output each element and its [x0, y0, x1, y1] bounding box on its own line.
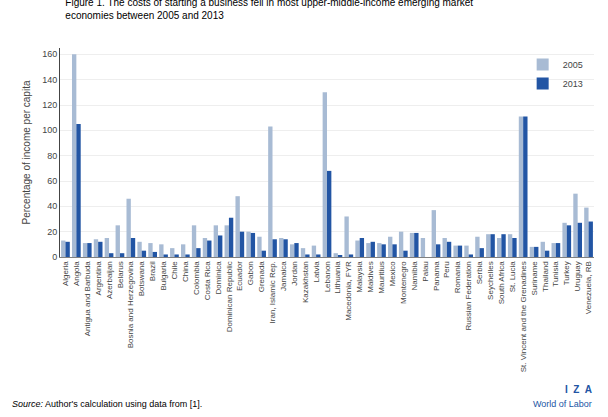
- svg-text:China: China: [181, 261, 190, 282]
- svg-text:Seychelles: Seychelles: [486, 261, 495, 300]
- svg-text:Venezuela, RB: Venezuela, RB: [584, 261, 593, 314]
- svg-text:South Africa: South Africa: [497, 261, 506, 305]
- svg-text:Turkey: Turkey: [562, 261, 571, 285]
- svg-text:Botswana: Botswana: [137, 261, 146, 297]
- svg-text:Gabon: Gabon: [246, 261, 255, 285]
- svg-text:St. Lucia: St. Lucia: [508, 261, 517, 293]
- svg-text:100: 100: [42, 125, 57, 135]
- svg-text:Palau: Palau: [421, 261, 430, 281]
- svg-text:Azerbaijan: Azerbaijan: [105, 261, 114, 299]
- svg-text:Peru: Peru: [442, 261, 451, 278]
- svg-text:Latvia: Latvia: [312, 261, 321, 283]
- svg-text:Macedonia, FYR: Macedonia, FYR: [344, 261, 353, 321]
- svg-text:Argentina: Argentina: [94, 261, 103, 296]
- svg-text:Mexico: Mexico: [388, 261, 397, 287]
- svg-text:Belarus: Belarus: [116, 261, 125, 288]
- svg-text:Source: Author's calculation u: Source: Author's calculation using data …: [12, 399, 202, 409]
- svg-text:20: 20: [47, 227, 57, 237]
- svg-text:Uruguay: Uruguay: [573, 261, 582, 291]
- svg-text:Panama: Panama: [432, 261, 441, 291]
- svg-text:Malaysia: Malaysia: [355, 261, 364, 293]
- svg-text:0: 0: [52, 252, 57, 262]
- svg-text:Thailand: Thailand: [541, 261, 550, 292]
- svg-text:Jordan: Jordan: [290, 261, 299, 285]
- svg-text:Algeria: Algeria: [61, 261, 70, 286]
- svg-text:Suriname: Suriname: [530, 261, 539, 296]
- svg-text:60: 60: [47, 176, 57, 186]
- svg-text:Bosnia and Herzegovina: Bosnia and Herzegovina: [126, 261, 135, 349]
- svg-text:Lebanon: Lebanon: [323, 261, 332, 292]
- svg-text:Lithuania: Lithuania: [334, 261, 343, 294]
- svg-text:Angola: Angola: [72, 261, 81, 286]
- svg-text:Figure 1. The costs of startin: Figure 1. The costs of starting a busine…: [65, 0, 473, 21]
- svg-text:Dominica: Dominica: [214, 261, 223, 295]
- svg-text:Ecuador: Ecuador: [235, 261, 244, 291]
- svg-text:Mauritius: Mauritius: [377, 261, 386, 293]
- svg-text:Maldives: Maldives: [366, 261, 375, 293]
- svg-text:160: 160: [42, 49, 57, 59]
- svg-text:St. Vincent and the Grenadines: St. Vincent and the Grenadines: [519, 261, 528, 372]
- svg-text:Jamaica: Jamaica: [279, 261, 288, 291]
- svg-text:140: 140: [42, 75, 57, 85]
- svg-text:I Z A: I Z A: [565, 384, 592, 395]
- svg-text:Russian Federation: Russian Federation: [464, 261, 473, 330]
- svg-text:2013: 2013: [563, 79, 583, 89]
- svg-text:Romania: Romania: [453, 261, 462, 294]
- svg-text:Bulgaria: Bulgaria: [159, 261, 168, 291]
- svg-text:Percentage of income per capit: Percentage of income per capita: [21, 80, 32, 224]
- svg-text:Dominican Republic: Dominican Republic: [225, 261, 234, 332]
- svg-text:Grenada: Grenada: [257, 261, 266, 293]
- svg-text:Kazakhstan: Kazakhstan: [301, 261, 310, 303]
- svg-text:Tunisia: Tunisia: [551, 261, 560, 287]
- svg-text:2005: 2005: [563, 60, 583, 70]
- svg-text:Costa Rica: Costa Rica: [203, 261, 212, 301]
- svg-text:World of Labor: World of Labor: [533, 399, 592, 409]
- svg-text:Serbia: Serbia: [475, 261, 484, 285]
- svg-text:80: 80: [47, 151, 57, 161]
- svg-text:Iran, Islamic Rep.: Iran, Islamic Rep.: [268, 261, 277, 323]
- svg-text:Brazil: Brazil: [148, 261, 157, 281]
- svg-text:Chile: Chile: [170, 261, 179, 280]
- svg-text:Montenegro: Montenegro: [399, 261, 408, 304]
- svg-text:40: 40: [47, 201, 57, 211]
- svg-text:120: 120: [42, 100, 57, 110]
- svg-text:Namibia: Namibia: [410, 261, 419, 291]
- svg-text:Antigua and Barbuda: Antigua and Barbuda: [83, 261, 92, 337]
- svg-text:Colombia: Colombia: [192, 261, 201, 295]
